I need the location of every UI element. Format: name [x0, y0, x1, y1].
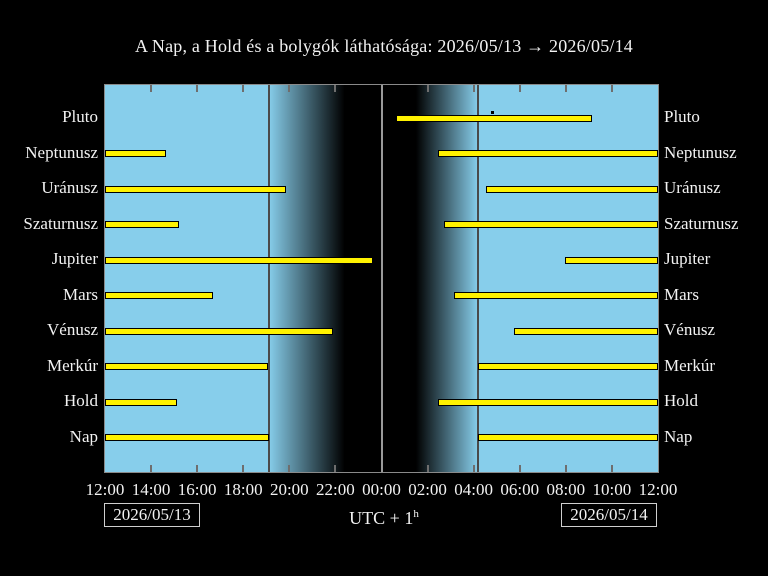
row-label-left-pluto: Pluto — [62, 107, 98, 126]
visibility-bar-jupiter-0 — [105, 257, 373, 264]
x-axis-label-12: 12:00 — [638, 480, 678, 499]
tick-top-10:00 — [610, 85, 613, 92]
tick-top-02:00 — [426, 85, 429, 92]
tick-bottom-16:00 — [196, 465, 199, 472]
tick-bottom-06:00 — [518, 465, 521, 472]
row-label-right-venusz: Vénusz — [664, 320, 715, 340]
x-axis-label-11: 10:00 — [592, 480, 632, 499]
row-label-right-neptunusz: Neptunusz — [664, 142, 737, 162]
row-label-left-mars: Mars — [63, 284, 98, 304]
x-axis-label-6: 00:00 — [362, 480, 401, 499]
x-axis-label-10: 08:00 — [546, 480, 586, 499]
row-label-left-szaturnusz: Szaturnusz — [23, 213, 98, 233]
tick-bottom-20:00 — [288, 465, 291, 472]
x-axis-label-7: 02:00 — [408, 480, 447, 499]
row-label-right-mars: Mars — [664, 284, 699, 304]
tick-bottom-14:00 — [150, 465, 153, 472]
visibility-bar-venusz-0 — [105, 328, 333, 335]
visibility-bar-uranusz-1 — [486, 186, 658, 193]
utc-offset-label: UTC + 1h — [284, 508, 484, 529]
visibility-bar-szaturnusz-0 — [105, 221, 179, 228]
x-axis-label-1: 14:00 — [131, 480, 171, 499]
visibility-bar-mars-1 — [453, 292, 658, 299]
utc-offset-hour-sup: h — [413, 508, 419, 520]
visibility-bar-mars-0 — [105, 292, 214, 299]
tick-bottom-02:00 — [426, 465, 429, 472]
date-box-right: 2026/05/14 — [561, 503, 657, 527]
tick-top-04:00 — [472, 85, 475, 92]
visibility-bar-neptunusz-0 — [105, 150, 167, 157]
visibility-bar-hold-0 — [105, 399, 177, 406]
transit-dot-pluto — [491, 111, 495, 114]
tick-top-06:00 — [518, 85, 521, 92]
visibility-bar-venusz-1 — [513, 328, 658, 335]
sunrise-line — [477, 85, 480, 472]
row-label-right-szaturnusz: Szaturnusz — [664, 213, 739, 233]
plot-area — [104, 84, 659, 473]
row-label-right-uranusz: Uránusz — [664, 178, 721, 198]
tick-bottom-22:00 — [334, 465, 337, 472]
visibility-bar-uranusz-0 — [105, 186, 287, 193]
midnight-line — [380, 85, 383, 472]
visibility-bar-merkur-1 — [478, 363, 658, 370]
visibility-bar-szaturnusz-1 — [443, 221, 658, 228]
tick-top-14:00 — [150, 85, 153, 92]
visibility-bar-jupiter-1 — [564, 257, 658, 264]
tick-top-20:00 — [288, 85, 291, 92]
x-axis-label-4: 20:00 — [269, 480, 309, 499]
row-label-right-merkur: Merkúr — [664, 355, 715, 375]
visibility-bar-hold-1 — [437, 399, 658, 406]
visibility-bar-neptunusz-1 — [437, 150, 658, 157]
tick-bottom-08:00 — [564, 465, 567, 472]
x-axis-label-2: 16:00 — [177, 480, 217, 499]
row-label-left-venusz: Vénusz — [47, 320, 98, 340]
row-label-right-nap: Nap — [664, 426, 693, 446]
tick-top-16:00 — [196, 85, 199, 92]
tick-bottom-04:00 — [472, 465, 475, 472]
tick-top-18:00 — [242, 85, 245, 92]
row-label-left-hold: Hold — [64, 391, 98, 411]
date-box-left: 2026/05/13 — [104, 503, 200, 527]
row-label-left-neptunusz: Neptunusz — [25, 142, 98, 162]
row-label-left-jupiter: Jupiter — [51, 249, 98, 269]
x-axis-label-8: 04:00 — [454, 480, 494, 499]
tick-top-22:00 — [334, 85, 337, 92]
visibility-bar-nap-0 — [105, 434, 270, 441]
visibility-bar-nap-1 — [478, 434, 658, 441]
row-label-left-nap: Nap — [69, 426, 98, 446]
row-label-left-uranusz: Uránusz — [41, 178, 98, 198]
x-axis-label-5: 22:00 — [316, 480, 355, 499]
x-axis-label-0: 12:00 — [85, 480, 125, 499]
x-axis-label-9: 06:00 — [500, 480, 540, 499]
tick-top-08:00 — [564, 85, 567, 92]
tick-bottom-18:00 — [242, 465, 245, 472]
row-label-right-jupiter: Jupiter — [664, 249, 711, 269]
row-label-left-merkur: Merkúr — [47, 355, 98, 375]
chart-title: A Nap, a Hold és a bolygók láthatósága: … — [134, 36, 634, 56]
visibility-bar-pluto-0 — [396, 115, 592, 122]
visibility-bar-merkur-0 — [105, 363, 268, 370]
utc-offset-text: UTC + 1 — [349, 508, 414, 528]
sunset-line — [267, 85, 270, 472]
x-axis-label-3: 18:00 — [223, 480, 263, 499]
row-label-right-hold: Hold — [664, 391, 698, 411]
row-label-right-pluto: Pluto — [664, 107, 700, 126]
tick-bottom-10:00 — [610, 465, 613, 472]
